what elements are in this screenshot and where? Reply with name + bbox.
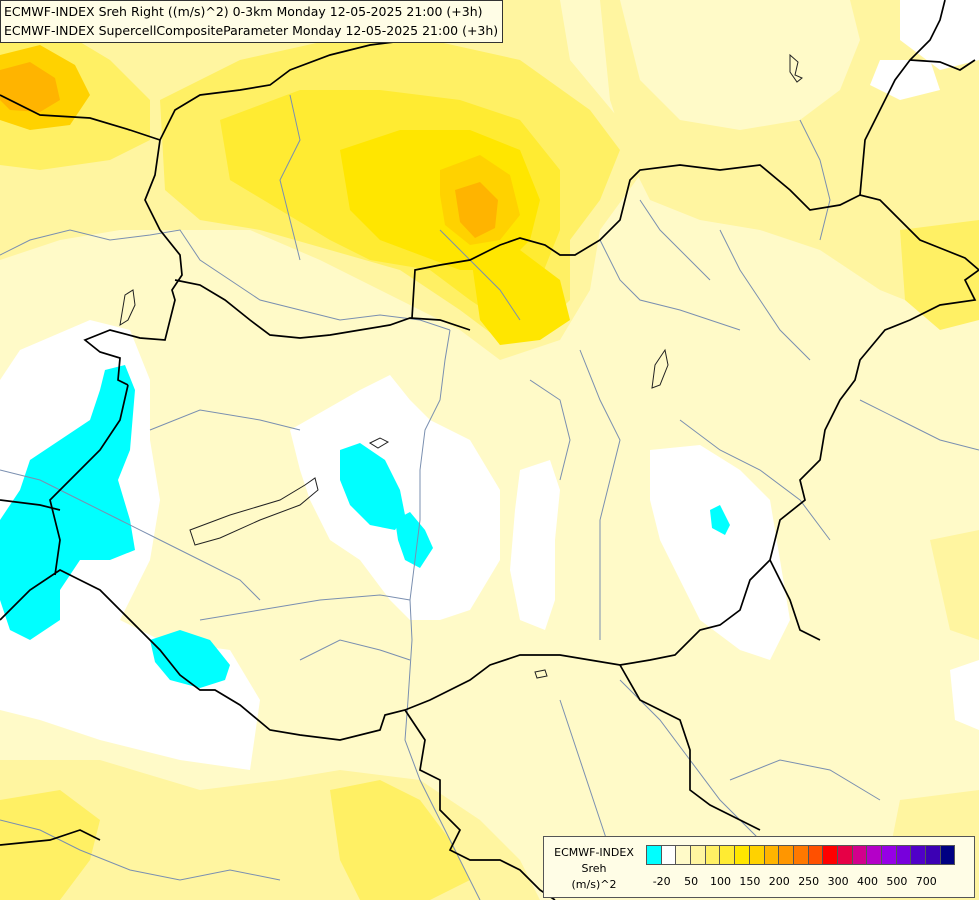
- legend-swatch: [807, 845, 824, 865]
- rivers: [0, 94, 979, 900]
- legend-swatch: [895, 845, 912, 865]
- legend-tick-label: 400: [857, 875, 878, 888]
- legend-tick-label: 200: [768, 875, 790, 888]
- legend-swatch: [866, 845, 882, 865]
- legend-swatch: [778, 845, 794, 865]
- legend-title-source: ECMWF-INDEX: [554, 846, 634, 859]
- color-legend: ECMWF-INDEX Sreh (m/s)^2 -20 50 100 150 200 2…: [543, 836, 975, 898]
- legend-tick-label: 700: [915, 875, 937, 888]
- legend-swatch: [690, 845, 706, 865]
- legend-tick-label: 500: [886, 875, 908, 888]
- legend-swatch: [836, 845, 853, 865]
- legend-swatch: [646, 845, 662, 865]
- legend-tick-label: 300: [827, 875, 849, 888]
- legend-tick-label: 150: [739, 875, 761, 888]
- map-title-line-2: ECMWF-INDEX SupercellCompositeParameter …: [4, 23, 499, 38]
- legend-swatch: [704, 845, 721, 865]
- legend-swatch: [939, 845, 956, 865]
- legend-swatch: [748, 845, 765, 865]
- legend-swatch: [660, 845, 677, 865]
- legend-swatch: [925, 845, 941, 865]
- legend-swatch: [822, 845, 838, 865]
- legend-swatch: [734, 845, 750, 865]
- legend-tick-label: -20: [652, 875, 671, 888]
- lakes: [119, 53, 803, 679]
- map-title-line-1: ECMWF-INDEX Sreh Right ((m/s)^2) 0-3km M…: [4, 4, 483, 19]
- legend-title-variable: Sreh: [581, 862, 607, 875]
- legend-tick-label: 250: [798, 875, 820, 888]
- legend-title-unit: (m/s)^2: [571, 878, 617, 891]
- legend-swatch: [881, 845, 897, 865]
- legend-tick-label: 50: [684, 875, 699, 888]
- legend-swatch: [910, 845, 927, 865]
- legend-swatch: [719, 845, 736, 865]
- map-title-box: ECMWF-INDEX Sreh Right ((m/s)^2) 0-3km M…: [0, 0, 504, 43]
- legend-swatches: [646, 845, 956, 865]
- legend-tick-label: 100: [710, 875, 731, 888]
- legend-swatch: [792, 845, 809, 865]
- legend-swatch: [763, 845, 780, 865]
- sreh-cyan-field: [0, 365, 730, 688]
- legend-title: ECMWF-INDEX Sreh (m/s)^2: [548, 845, 640, 893]
- legend-swatch: [851, 845, 868, 865]
- legend-swatch: [675, 845, 692, 865]
- legend-ticks: -20 50 100 150 200 250 300 400 500 700: [646, 875, 966, 891]
